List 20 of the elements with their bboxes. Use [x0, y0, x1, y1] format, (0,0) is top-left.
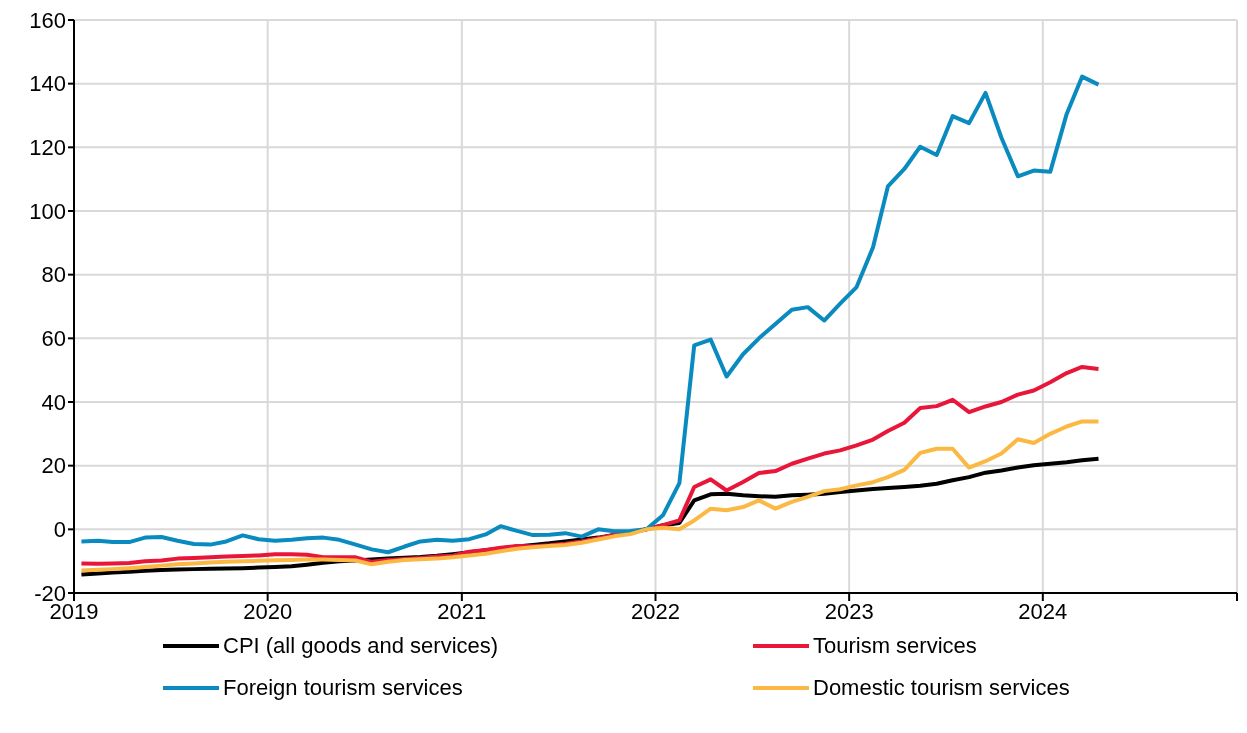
- legend-label: CPI (all goods and services): [223, 633, 499, 659]
- y-tick-label: 120: [29, 135, 66, 161]
- legend-label: Domestic tourism services: [813, 675, 1070, 701]
- legend-label: Foreign tourism services: [223, 675, 463, 701]
- legend-label: Tourism services: [813, 633, 977, 659]
- y-tick-label: 140: [29, 71, 66, 97]
- y-tick-label: 60: [41, 326, 66, 352]
- x-tick-label: 2024: [1018, 598, 1068, 624]
- y-tick-label: 20: [41, 453, 66, 479]
- line-series: [79, 419, 1101, 573]
- y-tick-label: 40: [41, 389, 66, 415]
- y-tick-label: 80: [41, 262, 66, 288]
- y-tick-label: 0: [53, 517, 66, 543]
- x-tick-label: 2022: [631, 598, 680, 624]
- x-tick-label: 2020: [243, 598, 293, 624]
- y-tick-label: 160: [29, 7, 66, 33]
- x-tick-label: 2023: [824, 598, 874, 624]
- x-tick-label: 2021: [437, 598, 487, 624]
- line-series: [79, 74, 1101, 555]
- y-tick-label: 100: [29, 198, 66, 224]
